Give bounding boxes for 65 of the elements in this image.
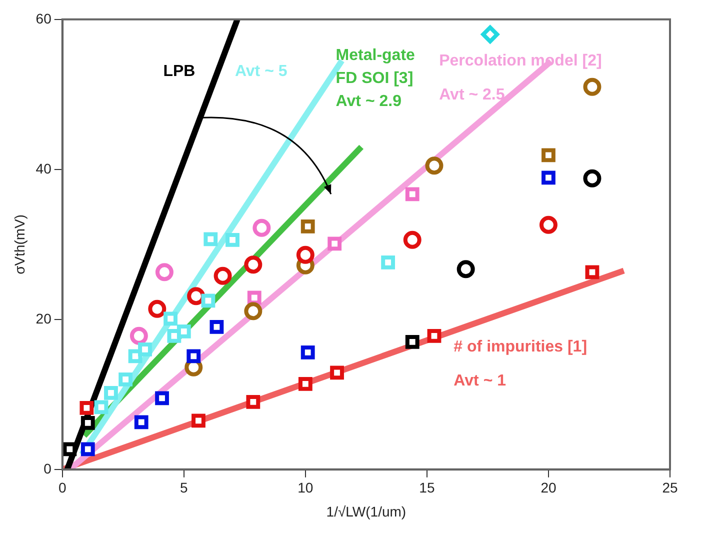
x-tick-label: 20 — [540, 480, 556, 496]
series-label: LPB — [163, 63, 196, 80]
point — [226, 232, 240, 247]
point — [176, 324, 191, 338]
point — [164, 312, 178, 326]
point — [62, 442, 77, 456]
point — [583, 169, 602, 188]
point — [214, 266, 232, 285]
y-tick-label: 40 — [36, 160, 52, 176]
x-tick-label: 5 — [180, 480, 188, 496]
point — [187, 287, 206, 306]
point — [542, 170, 556, 185]
point — [403, 230, 422, 249]
point — [204, 232, 218, 246]
x-tick-label: 10 — [298, 480, 314, 496]
point — [104, 386, 118, 400]
point — [80, 416, 95, 430]
series-label: # of impurities [1] Avt ~ 1 — [454, 338, 588, 390]
point — [330, 366, 344, 380]
point — [192, 414, 206, 428]
y-tick-label: 60 — [36, 10, 52, 26]
x-tick-label: 15 — [419, 480, 435, 496]
point — [583, 78, 602, 96]
point — [542, 148, 556, 162]
point — [94, 400, 108, 414]
point — [298, 376, 312, 391]
point — [246, 394, 260, 409]
point — [201, 294, 216, 308]
point — [296, 246, 314, 264]
x-tick-label: 0 — [58, 480, 66, 496]
point — [456, 260, 475, 278]
y-tick-label: 20 — [36, 310, 52, 326]
x-axis-title: 1/√LW(1/um) — [326, 503, 406, 520]
point — [155, 391, 169, 406]
point — [585, 265, 600, 280]
point — [405, 334, 420, 349]
point — [118, 372, 133, 386]
point — [247, 290, 262, 305]
point — [80, 400, 94, 415]
point — [244, 302, 262, 320]
point — [405, 187, 420, 202]
point — [539, 216, 558, 234]
point — [186, 349, 201, 364]
point — [138, 342, 152, 356]
point — [381, 255, 396, 270]
point — [300, 219, 315, 234]
point — [244, 256, 262, 274]
y-tick-label: 0 — [44, 460, 52, 476]
point — [148, 300, 166, 318]
point — [328, 236, 342, 251]
text: Avt ~ 5 — [234, 63, 288, 80]
point — [130, 326, 148, 345]
point — [425, 156, 444, 175]
point — [134, 415, 148, 430]
point — [481, 25, 500, 44]
point — [252, 218, 271, 237]
point — [128, 349, 142, 364]
point — [300, 345, 315, 360]
point — [210, 320, 224, 334]
y-axis-title: σVth(mV) — [11, 214, 28, 274]
point — [80, 442, 95, 456]
text: Metal-gate FD SOI [3] Avt ~ 2.9 — [336, 46, 416, 110]
point — [155, 263, 174, 282]
x-tick-label: 25 — [662, 480, 678, 496]
point — [427, 328, 442, 343]
